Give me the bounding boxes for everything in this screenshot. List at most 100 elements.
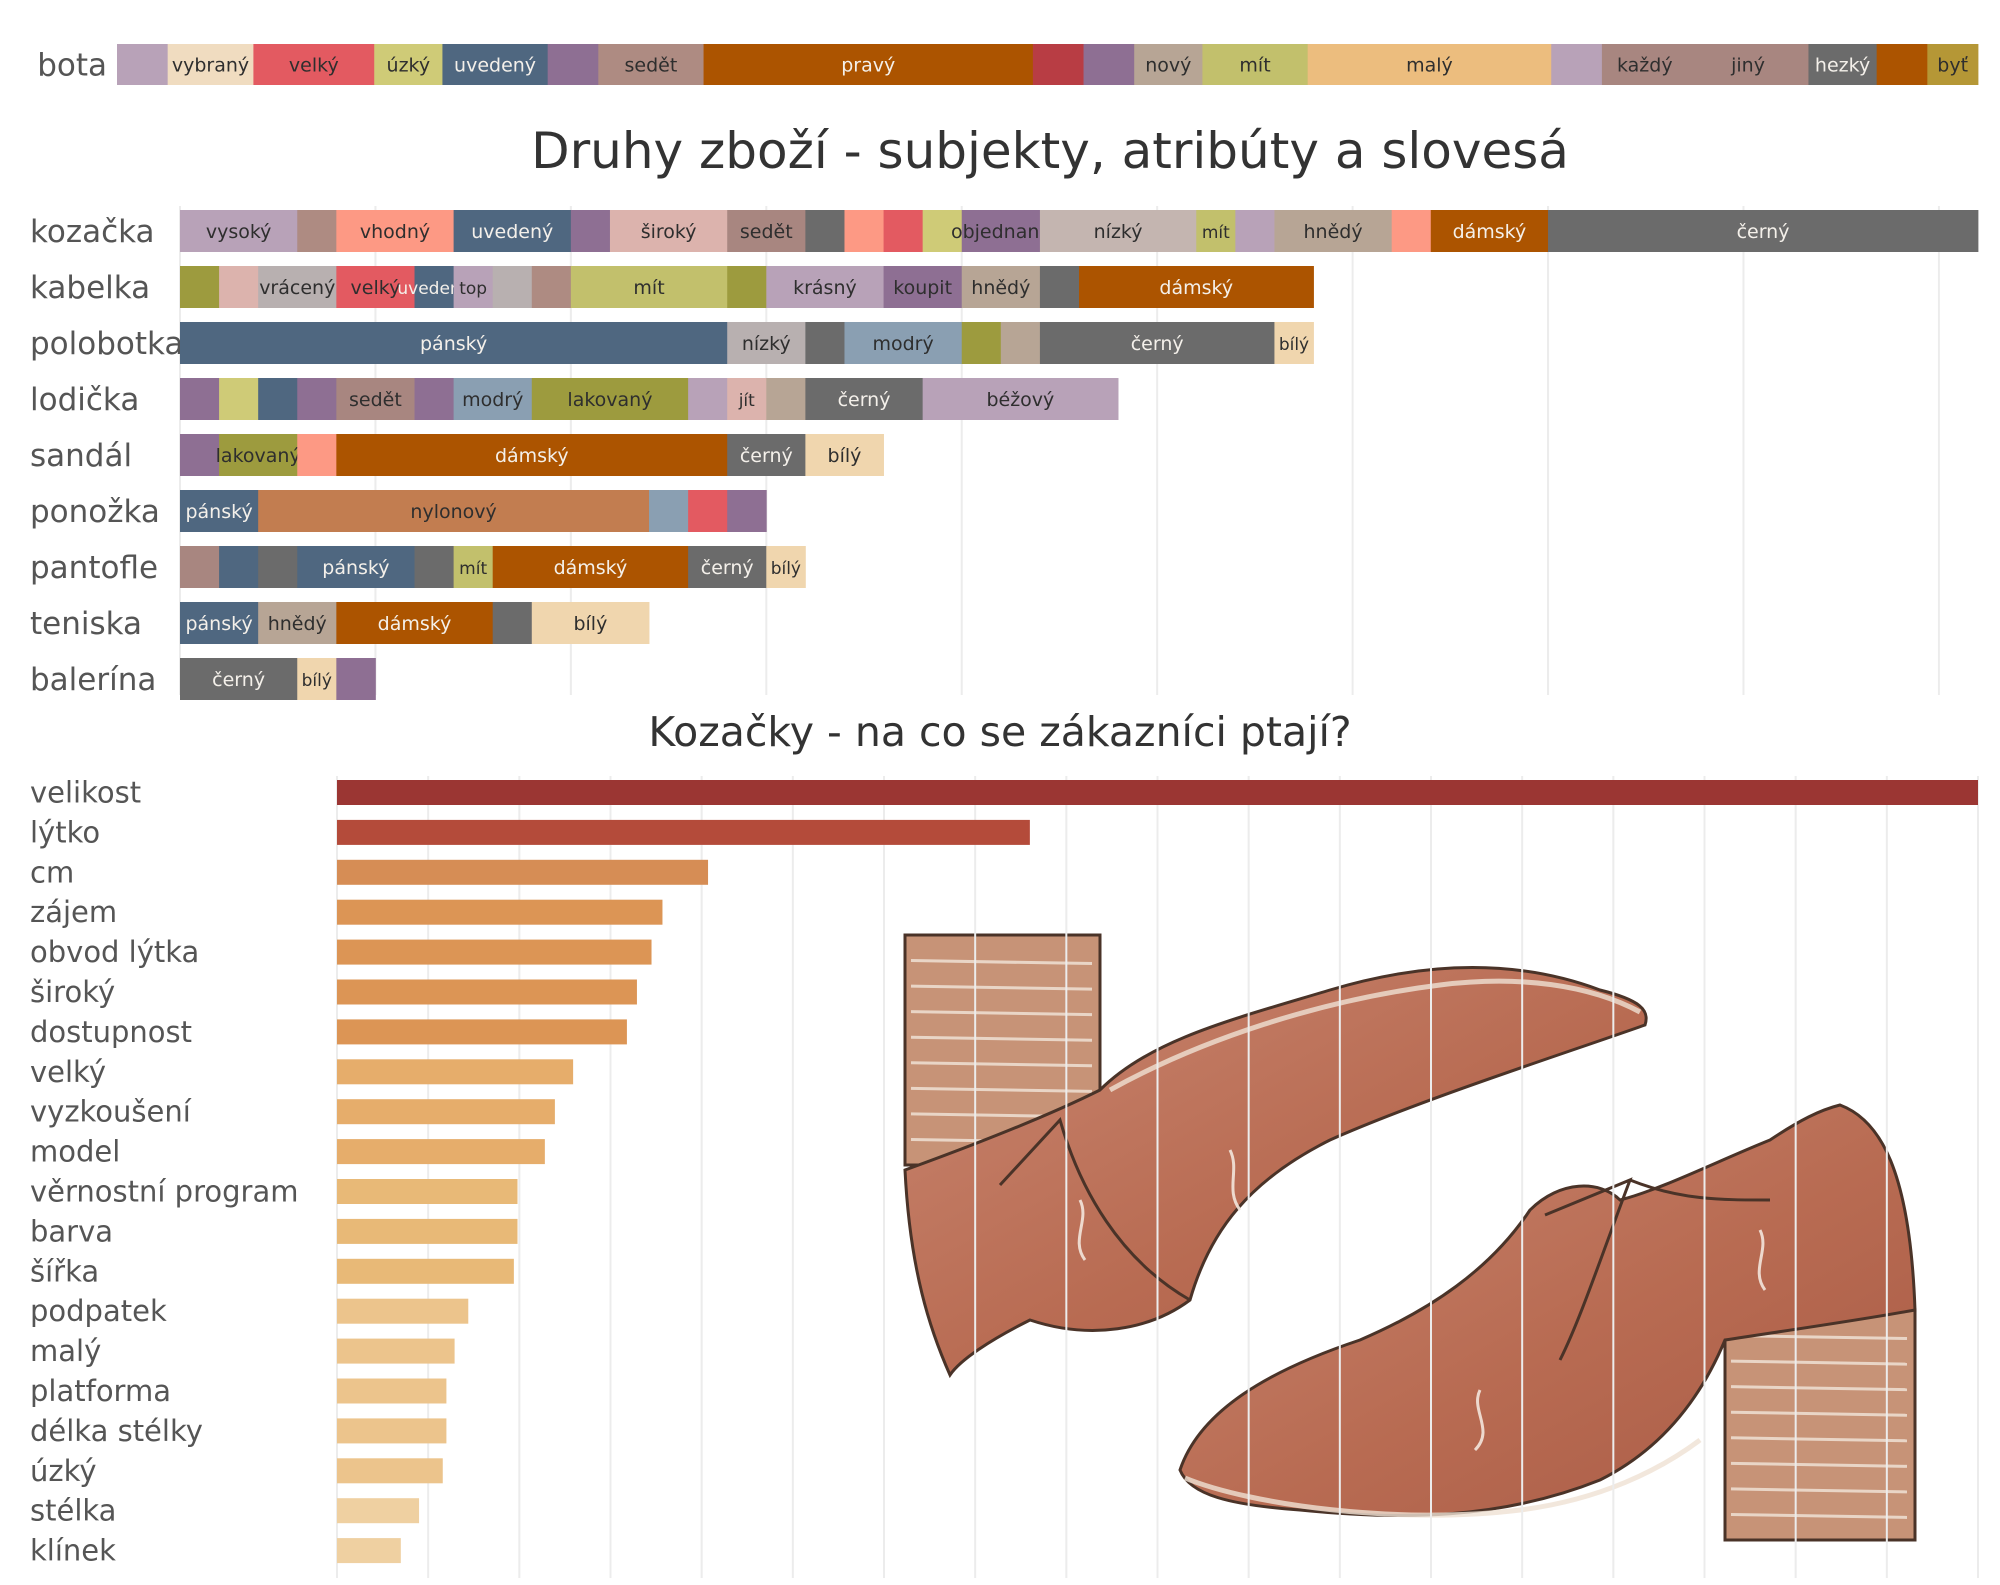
bar-segment [1235,210,1275,252]
bar-segment [844,322,963,364]
bar-segment [727,490,767,532]
bar-segment [727,210,806,252]
question-row: věrnostní program [30,1175,518,1209]
bar-segment [547,44,599,85]
bar-segment [414,546,455,588]
bar-segment [766,266,884,308]
bar-segment [727,266,767,308]
boot-upper [1178,1103,1917,1518]
segment-label: vhodný [360,221,430,243]
segment-label: jiný [1730,55,1765,77]
segment-label: široký [641,221,697,243]
category-label: široký [30,975,115,1009]
bar-segment [805,378,924,420]
segment-label: pánský [420,333,487,355]
boot-sole-edge [1184,1437,1702,1518]
segment-label: hezký [1815,55,1870,77]
segment-label: nový [1145,55,1191,77]
product-row: kozačka vysoký vhodný uvedený široký sedět obj… [30,210,1979,252]
segment-label: malý [1406,55,1453,77]
segment-label: modrý [872,333,933,355]
segment-label: vysoký [206,221,272,243]
bar-segment [598,44,704,85]
question-row: zájem [30,895,663,929]
bar-segment [453,210,572,252]
bar-segment [1551,44,1603,85]
question-row: klínek [30,1534,401,1568]
segment-label: černý [1131,333,1184,355]
segment-label: objednaný [951,221,1051,243]
category-label: platforma [30,1374,171,1408]
question-row: obvod lýtka [30,935,652,969]
bar-segment [805,322,845,364]
bar-segment [336,602,494,644]
segment-label: sedět [740,221,793,243]
question-row: lýtko [30,815,1030,849]
segment-label: mít [633,277,664,299]
segment-label: dámský [378,613,452,635]
heel-stripe [1730,1487,1908,1494]
question-row: cm [30,855,709,889]
segment-label: uvedený [471,221,553,243]
segment-label: sedět [625,55,678,77]
bar-segment [688,378,728,420]
bar-segment [1391,210,1432,252]
segment-label: mít [1239,55,1270,77]
bar-segment [688,490,728,532]
bar-segment [1430,210,1549,252]
bar [337,1019,627,1045]
bar-segment [336,378,415,420]
category-label: velikost [30,776,141,810]
bar-segment [922,210,963,252]
row-label: lodička [30,382,139,418]
bar-segment [1601,44,1689,85]
bar-segment [703,44,1034,85]
bar [337,1338,455,1364]
question-row: stélka [30,1494,420,1528]
bar-segment [117,44,169,85]
category-label: obvod lýtka [30,935,199,969]
bar-segment [374,44,443,85]
heel-stripe [910,1010,1093,1017]
product-row: ponožka pánský nylonový [30,490,767,532]
category-label: cm [30,855,74,889]
bar-segment [258,490,650,532]
bar-segment [253,44,375,85]
row-label: ponožka [30,494,160,530]
bar-segment [180,658,298,700]
bar-segment [961,266,1041,308]
bar [337,979,637,1005]
bar [337,1378,447,1404]
row-label: kozačka [30,214,155,250]
bar-segment [297,210,337,252]
bar-segment [297,658,337,700]
bar-segment [219,546,259,588]
segment-label: velký [351,277,401,299]
bar-segment [336,210,455,252]
bar-segment [1202,44,1309,85]
category-label: délka stélky [30,1414,203,1448]
bar-segment [258,378,298,420]
bar-segment [609,210,728,252]
bar-segment [258,546,298,588]
product-row: balerína černý bílý [30,658,376,700]
boot-left [903,933,1648,1379]
segment-label: modrý [462,389,523,411]
bar-segment [727,322,806,364]
question-row: malý [30,1334,455,1368]
bar [337,1258,514,1284]
category-label: zájem [30,895,117,929]
bar [337,859,709,885]
bar-segment [531,378,689,420]
product-row: lodička sedět modrý lakovaný jít černý béžový [30,378,1119,420]
segment-label: hnědý [1304,221,1363,243]
bar-segment [1808,44,1878,85]
segment-label: nízký [1094,221,1143,243]
bar-segment [727,434,806,476]
bar-segment [180,490,259,532]
bar-segment [219,378,259,420]
bar-segment [1196,210,1236,252]
category-label: věrnostní program [30,1175,298,1209]
segment-label: nízký [742,333,791,355]
